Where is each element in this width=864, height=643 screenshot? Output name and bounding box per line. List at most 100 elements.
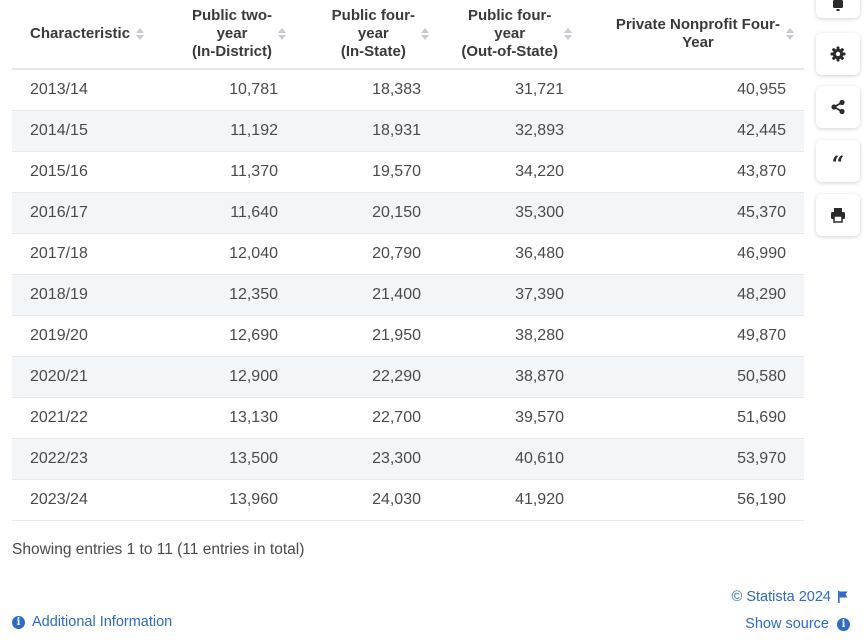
column-header-characteristic[interactable]: Characteristic	[12, 0, 145, 70]
cell-year: 2021/22	[12, 397, 140, 439]
notification-button[interactable]	[816, 0, 860, 18]
column-header-label: Private Nonprofit Four- Year	[615, 16, 780, 51]
column-header-private-nonprofit-four-year[interactable]: Private Nonprofit Four- Year	[582, 0, 804, 70]
sort-icon[interactable]	[136, 28, 145, 40]
cell-public-two-year: 13,500	[140, 438, 296, 480]
cell-public-four-year-out-of-state: 35,300	[439, 192, 582, 234]
cell-public-four-year-out-of-state: 39,570	[439, 397, 582, 439]
cell-private-nonprofit-four-year: 56,190	[582, 479, 804, 521]
additional-information-link[interactable]: i Additional Information	[12, 614, 172, 630]
cell-public-four-year-in-state: 20,150	[296, 192, 439, 234]
cell-public-two-year: 12,350	[140, 274, 296, 316]
cell-public-two-year: 12,900	[140, 356, 296, 398]
table-header-row: Characteristic Public two-year (In-Distri…	[12, 0, 804, 70]
cell-year: 2015/16	[12, 151, 140, 193]
show-source-link[interactable]: Show source i	[745, 616, 850, 632]
share-icon	[831, 99, 845, 115]
entries-summary: Showing entries 1 to 11 (11 entries in t…	[12, 541, 305, 558]
flag-icon	[838, 591, 848, 603]
cell-private-nonprofit-four-year: 49,870	[582, 315, 804, 357]
cell-public-four-year-out-of-state: 32,893	[439, 110, 582, 152]
cell-public-four-year-out-of-state: 38,280	[439, 315, 582, 357]
cell-public-two-year: 11,370	[140, 151, 296, 193]
cell-public-four-year-in-state: 18,931	[296, 110, 439, 152]
table-row: 2015/16 11,370 19,570 34,220 43,870	[12, 151, 804, 193]
cell-year: 2020/21	[12, 356, 140, 398]
table-row: 2017/18 12,040 20,790 36,480 46,990	[12, 233, 804, 275]
gear-icon	[830, 46, 846, 62]
table-row: 2023/24 13,960 24,030 41,920 56,190	[12, 479, 804, 521]
cell-public-two-year: 11,192	[140, 110, 296, 152]
cell-public-four-year-in-state: 21,400	[296, 274, 439, 316]
cell-public-two-year: 12,040	[140, 233, 296, 275]
cell-private-nonprofit-four-year: 51,690	[582, 397, 804, 439]
cell-year: 2013/14	[12, 69, 140, 111]
column-header-label: Public two-year (In-District)	[192, 7, 272, 60]
quote-icon: “	[831, 152, 845, 178]
cell-private-nonprofit-four-year: 50,580	[582, 356, 804, 398]
cell-private-nonprofit-four-year: 46,990	[582, 233, 804, 275]
table-row: 2020/21 12,900 22,290 38,870 50,580	[12, 356, 804, 398]
info-icon: i	[12, 615, 25, 629]
column-header-label: Public four-year (Out-of-State)	[461, 7, 558, 60]
sort-icon[interactable]	[786, 28, 794, 40]
cell-private-nonprofit-four-year: 42,445	[582, 110, 804, 152]
cell-public-two-year: 10,781	[140, 69, 296, 111]
copyright-text: © Statista 2024	[731, 589, 831, 605]
column-header-public-four-year-in-state[interactable]: Public four-year (In-State)	[296, 0, 439, 70]
statistics-table: Characteristic Public two-year (In-Distri…	[12, 0, 804, 521]
column-header-label: Characteristic	[30, 25, 131, 42]
additional-information-label: Additional Information	[32, 614, 173, 630]
column-header-public-two-year[interactable]: Public two-year (In-District)	[140, 0, 296, 70]
sort-icon[interactable]	[278, 28, 286, 40]
table-row: 2022/23 13,500 23,300 40,610 53,970	[12, 438, 804, 480]
cell-public-four-year-in-state: 20,790	[296, 233, 439, 275]
cell-year: 2017/18	[12, 233, 140, 275]
cell-public-four-year-in-state: 22,290	[296, 356, 439, 398]
table-row: 2016/17 11,640 20,150 35,300 45,370	[12, 192, 804, 234]
cell-public-four-year-out-of-state: 34,220	[439, 151, 582, 193]
table-row: 2018/19 12,350 21,400 37,390 48,290	[12, 274, 804, 316]
column-header-public-four-year-out-of-state[interactable]: Public four-year (Out-of-State)	[439, 0, 582, 70]
cell-public-four-year-in-state: 22,700	[296, 397, 439, 439]
cell-private-nonprofit-four-year: 53,970	[582, 438, 804, 480]
cell-year: 2018/19	[12, 274, 140, 316]
cell-public-two-year: 12,690	[140, 315, 296, 357]
cite-button[interactable]: “	[816, 140, 860, 182]
sort-icon[interactable]	[421, 28, 429, 40]
cell-private-nonprofit-four-year: 43,870	[582, 151, 804, 193]
print-button[interactable]	[816, 194, 860, 236]
cell-public-four-year-out-of-state: 31,721	[439, 69, 582, 111]
cell-public-four-year-out-of-state: 36,480	[439, 233, 582, 275]
cell-public-four-year-in-state: 21,950	[296, 315, 439, 357]
table-row: 2014/15 11,192 18,931 32,893 42,445	[12, 110, 804, 152]
cell-public-two-year: 11,640	[140, 192, 296, 234]
table-row: 2021/22 13,130 22,700 39,570 51,690	[12, 397, 804, 439]
cell-public-four-year-in-state: 19,570	[296, 151, 439, 193]
show-source-label: Show source	[745, 616, 829, 632]
print-icon	[831, 208, 845, 223]
share-button[interactable]	[816, 86, 860, 128]
info-icon: i	[837, 617, 850, 631]
sort-icon[interactable]	[564, 28, 572, 40]
cell-public-two-year: 13,130	[140, 397, 296, 439]
cell-year: 2023/24	[12, 479, 140, 521]
cell-year: 2014/15	[12, 110, 140, 152]
column-header-label: Public four-year (In-State)	[331, 7, 415, 60]
cell-public-four-year-out-of-state: 38,870	[439, 356, 582, 398]
copyright-link[interactable]: © Statista 2024	[732, 589, 848, 605]
cell-private-nonprofit-four-year: 45,370	[582, 192, 804, 234]
cell-public-four-year-in-state: 23,300	[296, 438, 439, 480]
cell-private-nonprofit-four-year: 40,955	[582, 69, 804, 111]
cell-public-two-year: 13,960	[140, 479, 296, 521]
settings-button[interactable]	[816, 33, 860, 75]
cell-public-four-year-in-state: 24,030	[296, 479, 439, 521]
cell-year: 2019/20	[12, 315, 140, 357]
table-body: 2013/14 10,781 18,383 31,721 40,955 2014/15 11…	[12, 69, 804, 521]
table-row: 2013/14 10,781 18,383 31,721 40,955	[12, 69, 804, 111]
cell-public-four-year-out-of-state: 37,390	[439, 274, 582, 316]
cell-public-four-year-out-of-state: 40,610	[439, 438, 582, 480]
table-row: 2019/20 12,690 21,950 38,280 49,870	[12, 315, 804, 357]
cell-private-nonprofit-four-year: 48,290	[582, 274, 804, 316]
